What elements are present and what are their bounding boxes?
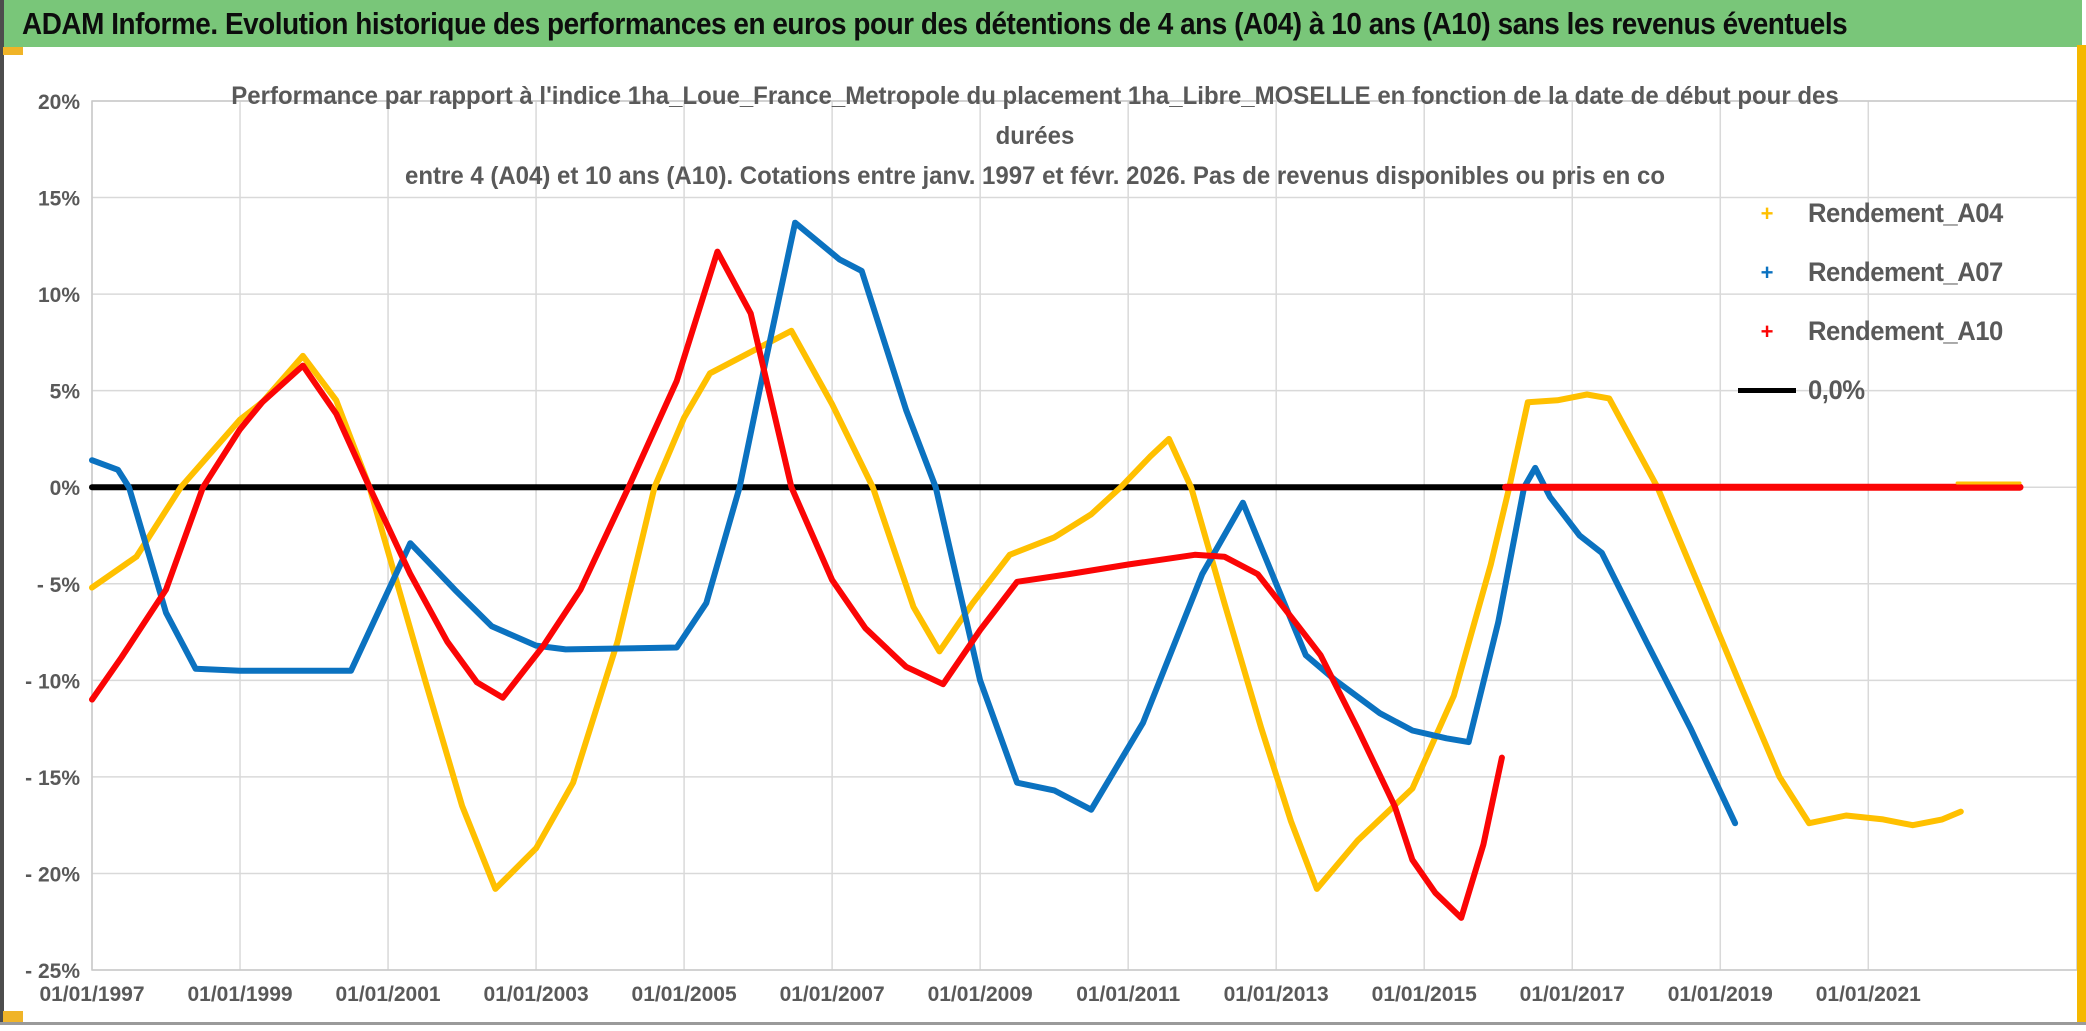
chart-title-line3: entre 4 (A04) et 10 ans (A10). Cotations… bbox=[404, 162, 1666, 190]
plus-marker-icon: + bbox=[1760, 200, 1774, 226]
y-axis-label: 5% bbox=[50, 381, 81, 404]
x-axis-label: 01/01/2007 bbox=[780, 983, 885, 1006]
legend-item-a04: + Rendement_A04 bbox=[1738, 184, 2068, 243]
y-axis-label: 0% bbox=[50, 477, 81, 500]
x-axis-label: 01/01/2015 bbox=[1372, 983, 1477, 1006]
y-axis-label: - 15% bbox=[25, 767, 80, 790]
x-axis-label: 01/01/2011 bbox=[1076, 983, 1180, 1006]
legend-label: Rendement_A07 bbox=[1808, 257, 2003, 287]
x-axis-label: 01/01/2017 bbox=[1520, 983, 1625, 1006]
legend-item-zero: 0,0% bbox=[1738, 361, 2068, 420]
bottom-accent-dash bbox=[3, 1011, 23, 1022]
zero-line-icon bbox=[1738, 388, 1796, 393]
y-axis-label: - 25% bbox=[25, 960, 80, 983]
x-axis-label: 01/01/2003 bbox=[484, 983, 589, 1006]
x-axis-label: 01/01/2019 bbox=[1668, 983, 1773, 1006]
page-title: ADAM Informe. Evolution historique des p… bbox=[22, 5, 1848, 41]
y-axis-label: - 10% bbox=[25, 670, 80, 693]
y-axis-label: - 5% bbox=[37, 574, 81, 597]
chart-title-line2: durées bbox=[995, 122, 1075, 150]
x-axis-label: 01/01/1997 bbox=[39, 983, 144, 1006]
legend-item-a07: + Rendement_A07 bbox=[1738, 243, 2068, 302]
window-right-edge bbox=[2077, 45, 2086, 1022]
x-axis-label: 01/01/2013 bbox=[1224, 983, 1329, 1006]
chart-legend: + Rendement_A04 + Rendement_A07 + Rendem… bbox=[1738, 184, 2068, 420]
y-axis-label: 15% bbox=[38, 188, 80, 211]
x-axis-label: 01/01/2021 bbox=[1816, 983, 1921, 1006]
title-bar: ADAM Informe. Evolution historique des p… bbox=[4, 0, 2082, 47]
legend-label: Rendement_A04 bbox=[1808, 198, 2003, 228]
y-axis-label: 10% bbox=[38, 284, 80, 307]
title-accent-dash bbox=[3, 47, 23, 55]
x-axis-label: 01/01/2005 bbox=[632, 983, 737, 1006]
y-axis-label: 20% bbox=[38, 91, 80, 114]
legend-item-a10: + Rendement_A10 bbox=[1738, 302, 2068, 361]
legend-label: Rendement_A10 bbox=[1808, 316, 2003, 346]
window-left-edge bbox=[0, 0, 4, 1022]
legend-label: 0,0% bbox=[1808, 375, 1865, 405]
x-axis-label: 01/01/1999 bbox=[187, 983, 292, 1006]
chart-title-line1: Performance par rapport à l'indice 1ha_L… bbox=[231, 82, 1839, 110]
chart-title: Performance par rapport à l'indice 1ha_L… bbox=[205, 76, 1866, 196]
x-axis-label: 01/01/2009 bbox=[928, 983, 1033, 1006]
y-axis-label: - 20% bbox=[25, 863, 80, 886]
plus-marker-icon: + bbox=[1760, 259, 1774, 285]
series-Rendement_A10 bbox=[89, 248, 1505, 921]
x-axis-label: 01/01/2001 bbox=[335, 983, 440, 1006]
window-bottom-edge bbox=[0, 1022, 2086, 1025]
series-Rendement_A04 bbox=[89, 327, 1964, 892]
series-Rendement_A07 bbox=[89, 219, 1739, 827]
plus-marker-icon: + bbox=[1760, 318, 1774, 344]
